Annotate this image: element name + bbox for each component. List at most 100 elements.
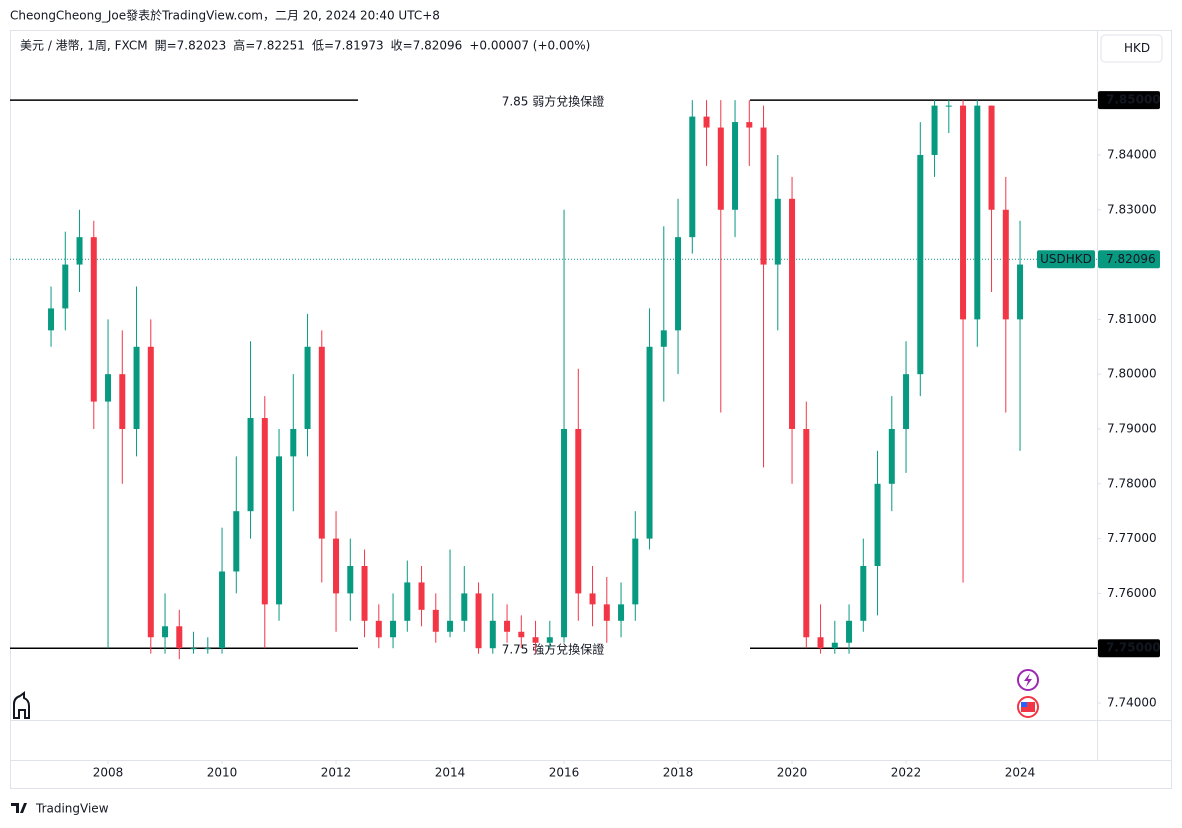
candle-body — [703, 116, 710, 128]
candle-body — [347, 565, 354, 594]
symbol-box — [1037, 250, 1095, 269]
candle-body — [219, 571, 226, 649]
candle-body — [931, 105, 938, 155]
candle-body — [276, 456, 283, 605]
level-price-label: 7.85000 — [1106, 93, 1161, 107]
candle-body — [874, 483, 881, 566]
candle-body — [261, 418, 268, 605]
legend-change: +0.00007 (+0.00%) — [469, 39, 590, 53]
candle-body — [375, 620, 382, 638]
x-tick-label: 2018 — [663, 766, 694, 780]
y-tick-label: 7.83000 — [1107, 202, 1157, 216]
candle-body — [76, 237, 83, 265]
candle-body — [831, 642, 838, 649]
candle-body — [632, 538, 639, 605]
legend-key: 開= — [155, 39, 177, 53]
x-tick-label: 2014 — [435, 766, 466, 780]
candle-body — [390, 620, 397, 638]
candle-body — [418, 582, 425, 610]
x-tick-label: 2010 — [207, 766, 238, 780]
candle-body — [119, 374, 126, 429]
level-annotation: 7.85 弱方兌換保證 — [502, 94, 605, 109]
candle-body — [90, 237, 97, 402]
chart: 2008 2010 2012 2014 2016 2018 2020 2022 2024 7.74… — [10, 91, 1161, 780]
candle-body — [475, 593, 482, 649]
candle-body — [162, 626, 169, 638]
y-tick-label: 7.74000 — [1107, 696, 1157, 710]
candle-body — [945, 105, 952, 107]
candle-body — [803, 428, 810, 638]
flag-canton — [1021, 702, 1027, 707]
candle-body — [147, 346, 154, 638]
candle-body — [603, 604, 610, 621]
legend-key: 高= — [233, 38, 255, 53]
candle-body — [489, 620, 496, 649]
level-annotation: 7.75 強方兌換保證 — [502, 642, 605, 657]
symbol-label: USDHKD — [1040, 252, 1092, 266]
legend-value: 7.81973 — [334, 39, 384, 53]
currency-button[interactable] — [1100, 34, 1163, 63]
flag-glyph — [1021, 702, 1035, 712]
header: CheongCheong_Joe發表於TradingView.com，二月 20… — [10, 8, 440, 23]
chart-frame — [10, 30, 1172, 789]
candle-body — [988, 105, 995, 210]
candle-body — [190, 648, 197, 650]
level-price-box — [1098, 91, 1160, 110]
candle-body — [204, 648, 211, 650]
candle-body — [732, 122, 739, 210]
y-tick-label: 7.84000 — [1107, 147, 1157, 161]
tradingview-badge — [13, 669, 1039, 719]
candle-body — [689, 116, 696, 238]
candle-body — [561, 428, 568, 638]
candle-body — [290, 428, 297, 457]
candle-body — [404, 582, 411, 621]
candle-body — [447, 620, 454, 632]
candle-body — [133, 346, 140, 429]
legend-key: 收= — [391, 39, 413, 53]
legend-symbol: 美元 / 港幣, 1周, FXCM — [20, 39, 148, 53]
x-tick-label: 2020 — [777, 766, 808, 780]
legend: 美元 / 港幣, 1周, FXCM 開= 7.82023 高= 7.82251 低= 7.8… — [20, 38, 590, 53]
legend-value: 7.82251 — [255, 39, 305, 53]
x-tick-label: 2024 — [1005, 766, 1036, 780]
candle-body — [888, 428, 895, 484]
y-tick-label: 7.79000 — [1107, 421, 1157, 435]
x-tick-label: 2008 — [93, 766, 124, 780]
candle-body — [176, 626, 183, 649]
legend-key: 低= — [312, 39, 334, 53]
footer-text: TradingView — [35, 802, 109, 816]
candle-body — [746, 122, 753, 128]
currency-label: HKD — [1124, 41, 1150, 55]
candle-body — [48, 308, 55, 331]
legend-value: 7.82096 — [413, 39, 463, 53]
candle-body — [717, 127, 724, 210]
candle-body — [846, 620, 853, 643]
candle-body — [432, 609, 439, 632]
candle-body — [105, 374, 112, 402]
level-price-box — [1098, 639, 1160, 658]
candle-body — [675, 237, 682, 331]
y-tick-label: 7.80000 — [1107, 367, 1157, 381]
candle-body — [304, 346, 311, 429]
candle-body — [1017, 264, 1024, 320]
candle-body — [646, 346, 653, 539]
candle-body — [575, 428, 582, 594]
candle-body — [361, 565, 368, 621]
y-tick-label: 7.77000 — [1107, 531, 1157, 545]
candle-body — [660, 330, 667, 347]
legend-value: 7.82023 — [177, 39, 227, 53]
y-tick-label: 7.81000 — [1107, 312, 1157, 326]
candle-body — [774, 198, 781, 265]
level-price-label: 7.75000 — [1106, 641, 1161, 655]
candle-body — [333, 538, 340, 594]
x-tick-label: 2012 — [321, 766, 352, 780]
x-tick-label: 2022 — [891, 766, 922, 780]
candle-body — [247, 418, 254, 512]
last-price-label: 7.82096 — [1106, 252, 1156, 266]
candle-body — [233, 511, 240, 572]
candle-body — [532, 637, 539, 643]
candle-body — [974, 105, 981, 320]
candle-body — [504, 620, 511, 632]
candle-body — [62, 264, 69, 309]
